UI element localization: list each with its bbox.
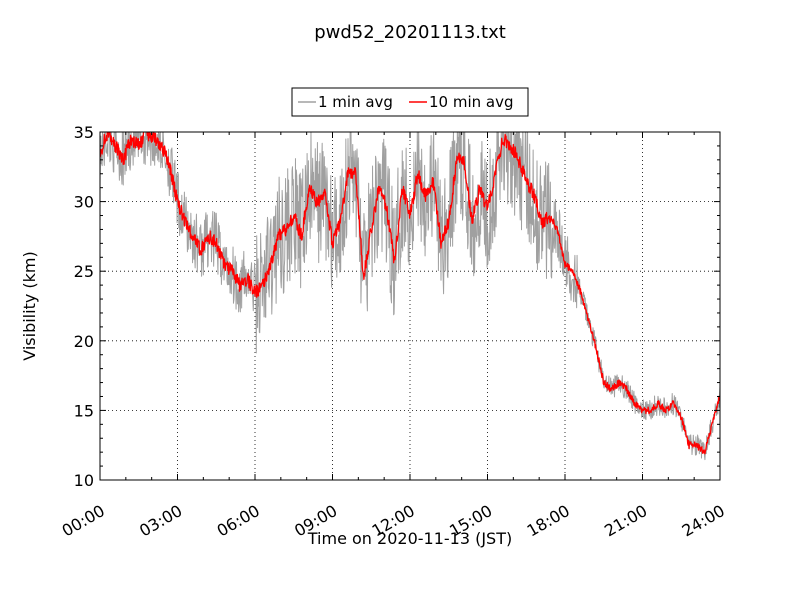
chart-title: pwd52_20201113.txt <box>314 22 506 43</box>
y-tick-label: 20 <box>74 332 94 351</box>
y-tick-label: 15 <box>74 401 94 420</box>
y-axis: 10 15 20 25 30 35 <box>74 123 720 490</box>
grid <box>100 132 720 480</box>
x-axis-label: Time on 2020-11-13 (JST) <box>307 529 512 548</box>
x-tick-label: 21:00 <box>601 501 650 541</box>
x-tick-label: 00:00 <box>59 501 108 541</box>
x-tick-label: 24:00 <box>679 501 728 541</box>
y-tick-label: 10 <box>74 471 94 490</box>
x-tick-label: 18:00 <box>524 501 573 541</box>
y-tick-label: 25 <box>74 262 94 281</box>
x-axis: 00:00 03:00 06:00 09:00 12:00 15:00 18:00 21:00… <box>59 132 728 541</box>
legend: 1 min avg 10 min avg <box>291 87 529 117</box>
series-line-1min <box>100 132 720 461</box>
series-line-10min <box>100 132 720 455</box>
y-tick-label: 30 <box>74 193 94 212</box>
x-tick-label: 06:00 <box>214 501 263 541</box>
y-tick-label: 35 <box>74 123 94 142</box>
y-axis-label: Visibility (km) <box>20 251 39 360</box>
legend-label-10min: 10 min avg <box>429 93 514 111</box>
legend-label-1min: 1 min avg <box>318 93 393 111</box>
x-tick-label: 03:00 <box>136 501 185 541</box>
series-layer <box>100 132 720 461</box>
